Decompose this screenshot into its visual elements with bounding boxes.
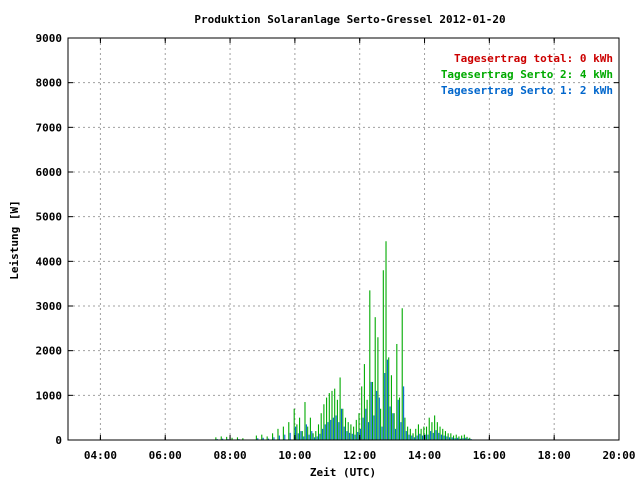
legend: Tagesertrag total: 0 kWh Tagesertrag Sert… [441,52,613,97]
y-tick-label: 1000 [36,389,63,402]
y-tick-label: 2000 [36,345,63,358]
x-axis-ticks: 04:00 06:00 08:00 10:00 12:00 14:00 16:00 18:00… [84,38,636,462]
x-tick-label: 12:00 [343,449,376,462]
y-tick-label: 7000 [36,121,63,134]
y-tick-label: 9000 [36,32,63,45]
y-axis-ticks: 0 1000 2000 3000 4000 5000 6000 7000 8000 9000 [36,32,619,447]
chart-title: Produktion Solaranlage Serto-Gressel 201… [194,13,505,26]
y-tick-label: 8000 [36,77,63,90]
x-tick-label: 06:00 [149,449,182,462]
x-tick-label: 14:00 [408,449,441,462]
x-tick-label: 16:00 [473,449,506,462]
y-tick-label: 4000 [36,255,63,268]
x-tick-label: 08:00 [213,449,246,462]
x-tick-label: 18:00 [538,449,571,462]
bars [215,241,472,440]
y-tick-label: 0 [55,434,62,447]
legend-entry: Tagesertrag Serto 1: 2 kWh [441,84,613,97]
legend-entry: Tagesertrag total: 0 kWh [454,52,613,65]
y-tick-label: 5000 [36,211,63,224]
x-axis-label: Zeit (UTC) [310,466,376,479]
y-tick-label: 6000 [36,166,63,179]
plot-frame [67,37,620,441]
x-tick-label: 10:00 [278,449,311,462]
x-tick-label: 20:00 [602,449,635,462]
y-axis-label: Leistung [W] [8,200,21,279]
y-tick-label: 3000 [36,300,63,313]
grid-lines [68,38,619,440]
legend-entry: Tagesertrag Serto 2: 4 kWh [441,68,613,81]
x-tick-label: 04:00 [84,449,117,462]
